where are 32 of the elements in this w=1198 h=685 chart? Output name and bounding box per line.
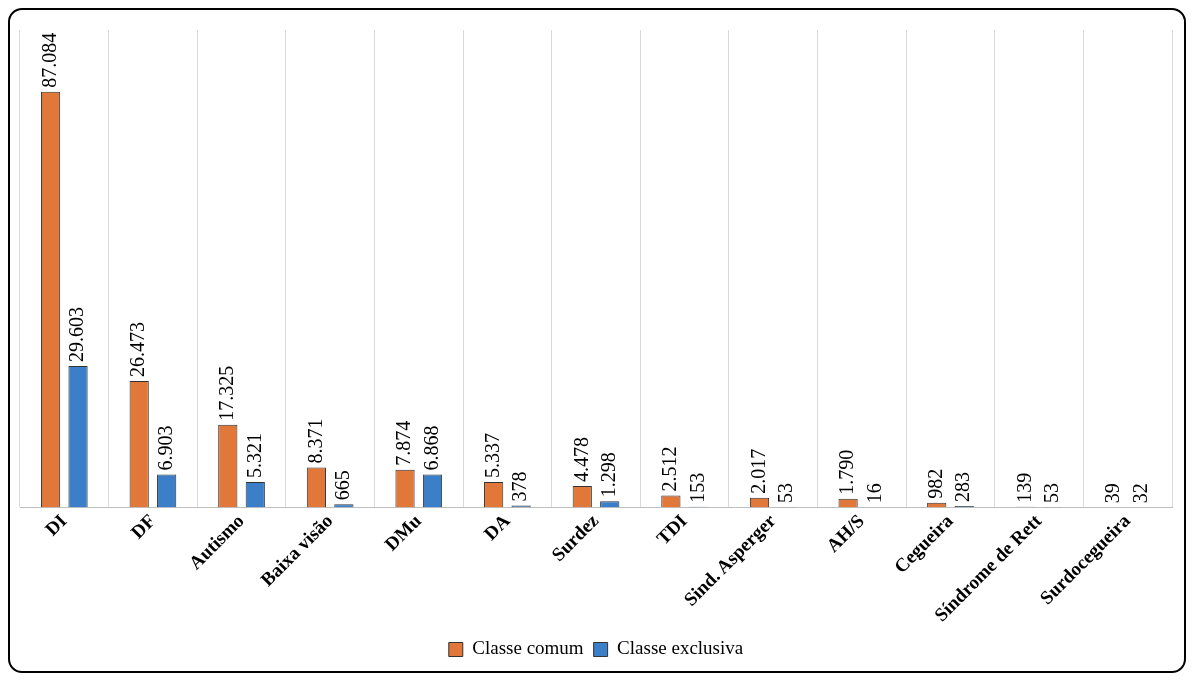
data-label: 32	[1128, 483, 1151, 504]
data-label: 4.478	[569, 436, 592, 482]
data-label: 139	[1012, 472, 1035, 503]
x-tick-label: DI	[40, 509, 71, 540]
data-label: 17.325	[215, 365, 238, 421]
data-label: 2.512	[658, 446, 681, 492]
x-tick-label: DA	[479, 509, 514, 545]
data-label: 1.790	[835, 449, 858, 495]
data-label: 53	[774, 483, 797, 504]
data-label: 6.868	[419, 425, 442, 471]
data-label: 1.298	[596, 452, 619, 498]
data-label: 16	[862, 483, 885, 504]
data-label: 982	[923, 468, 946, 499]
data-label: 87.084	[37, 32, 60, 88]
data-label: 53	[1040, 483, 1063, 504]
data-label: 378	[508, 471, 531, 502]
x-tick-label: TDI	[652, 509, 691, 549]
data-label: 7.874	[392, 420, 415, 466]
legend-label: Classe exclusiva	[617, 637, 744, 659]
x-tick-label: DF	[126, 509, 160, 543]
data-label: 665	[331, 470, 354, 501]
data-label: 26.473	[126, 322, 149, 377]
data-label: 39	[1101, 483, 1124, 504]
data-label: 283	[951, 472, 974, 503]
data-label: 153	[685, 472, 708, 503]
data-label: 8.371	[303, 418, 326, 464]
data-label: 29.603	[65, 307, 88, 363]
data-label: 6.903	[153, 425, 176, 471]
legend-label: Classe comum	[472, 637, 584, 659]
data-label: 5.337	[480, 432, 503, 478]
data-label: 2.017	[746, 448, 769, 494]
data-label: 5.321	[242, 432, 265, 478]
